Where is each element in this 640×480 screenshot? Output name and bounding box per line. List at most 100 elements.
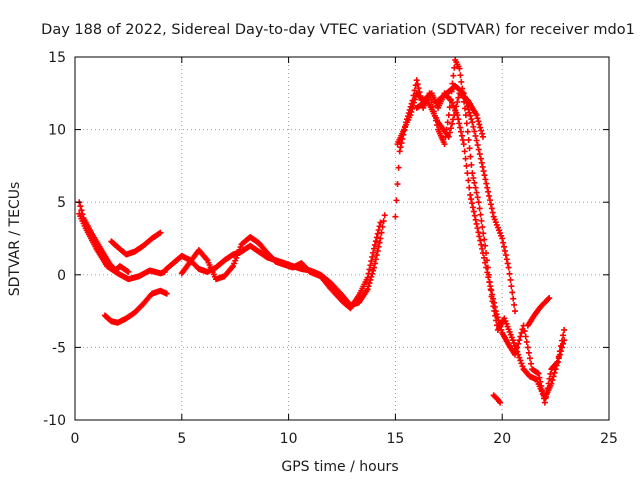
data-point	[557, 342, 564, 349]
data-point	[375, 243, 382, 250]
data-point	[542, 394, 549, 401]
data-point	[492, 308, 499, 315]
data-point	[479, 130, 486, 137]
data-point	[484, 184, 491, 191]
data-point	[410, 102, 417, 109]
data-point	[475, 199, 482, 206]
data-point	[475, 118, 482, 125]
data-point	[537, 378, 544, 385]
data-point	[556, 348, 563, 355]
data-point	[394, 181, 401, 188]
data-point	[545, 296, 552, 303]
data-point	[523, 338, 530, 345]
data-point	[470, 123, 477, 130]
data-point	[364, 286, 371, 293]
y-tick-label: 0	[57, 268, 66, 284]
data-point	[463, 162, 470, 169]
data-point	[365, 270, 372, 277]
data-point	[539, 387, 546, 394]
data-point	[513, 348, 520, 355]
data-point	[373, 252, 380, 259]
data-point	[478, 241, 485, 248]
data-point	[514, 344, 521, 351]
data-point	[465, 177, 472, 184]
data-point	[536, 374, 543, 381]
data-point	[467, 191, 474, 198]
series-track-b	[76, 199, 132, 275]
data-point	[479, 245, 486, 252]
data-point	[472, 184, 479, 191]
chart-title: Day 188 of 2022, Sidereal Day-to-day VTE…	[41, 22, 635, 38]
series-track-l	[490, 392, 504, 406]
data-point	[456, 65, 463, 72]
data-point	[376, 223, 383, 230]
data-point	[544, 385, 551, 392]
data-point	[445, 112, 452, 119]
data-point	[477, 155, 484, 162]
data-point	[466, 184, 473, 191]
data-point	[487, 201, 494, 208]
data-point	[473, 220, 480, 227]
data-point	[517, 333, 524, 340]
data-point	[547, 370, 554, 377]
data-point	[473, 112, 480, 119]
data-point	[458, 128, 465, 135]
data-point	[455, 116, 462, 123]
data-point	[454, 99, 461, 106]
data-point	[494, 314, 501, 321]
data-point	[203, 256, 210, 263]
data-point	[479, 224, 486, 231]
data-point	[525, 349, 532, 356]
data-point	[507, 276, 514, 283]
data-point	[398, 140, 405, 147]
data-point	[546, 375, 553, 382]
data-point	[371, 245, 378, 252]
data-point	[501, 243, 508, 250]
x-tick-label: 20	[493, 431, 511, 447]
data-point	[509, 337, 516, 344]
data-point	[460, 141, 467, 148]
data-point	[490, 299, 497, 306]
data-point	[376, 239, 383, 246]
data-point	[518, 329, 525, 336]
data-point	[449, 120, 456, 127]
data-point	[488, 287, 495, 294]
data-point	[478, 159, 485, 166]
data-point	[447, 125, 454, 132]
data-point	[366, 266, 373, 273]
data-point	[470, 208, 477, 215]
series-track-c	[101, 287, 170, 326]
data-point	[476, 233, 483, 240]
data-point	[546, 295, 553, 302]
data-point	[551, 369, 558, 376]
data-point	[481, 236, 488, 243]
data-point	[469, 119, 476, 126]
data-point	[472, 216, 479, 223]
data-point	[481, 172, 488, 179]
data-point	[465, 136, 472, 143]
data-point	[559, 337, 566, 344]
data-point	[486, 192, 493, 199]
data-point	[512, 351, 519, 358]
data-point	[367, 262, 374, 269]
data-point	[473, 189, 480, 196]
data-point	[486, 279, 493, 286]
data-point	[79, 211, 86, 218]
data-point	[163, 290, 170, 297]
data-point	[475, 229, 482, 236]
data-point	[489, 291, 496, 298]
data-point	[458, 132, 465, 139]
data-point	[535, 370, 542, 377]
data-point	[500, 239, 507, 246]
data-point	[484, 269, 491, 276]
data-point	[458, 78, 465, 85]
data-point	[77, 203, 84, 210]
data-point	[462, 112, 469, 119]
data-point	[471, 212, 478, 219]
plot-frame	[74, 56, 610, 421]
data-point	[450, 72, 457, 79]
data-point	[516, 354, 523, 361]
data-point	[502, 252, 509, 259]
data-point	[560, 332, 567, 339]
data-point	[395, 164, 402, 171]
